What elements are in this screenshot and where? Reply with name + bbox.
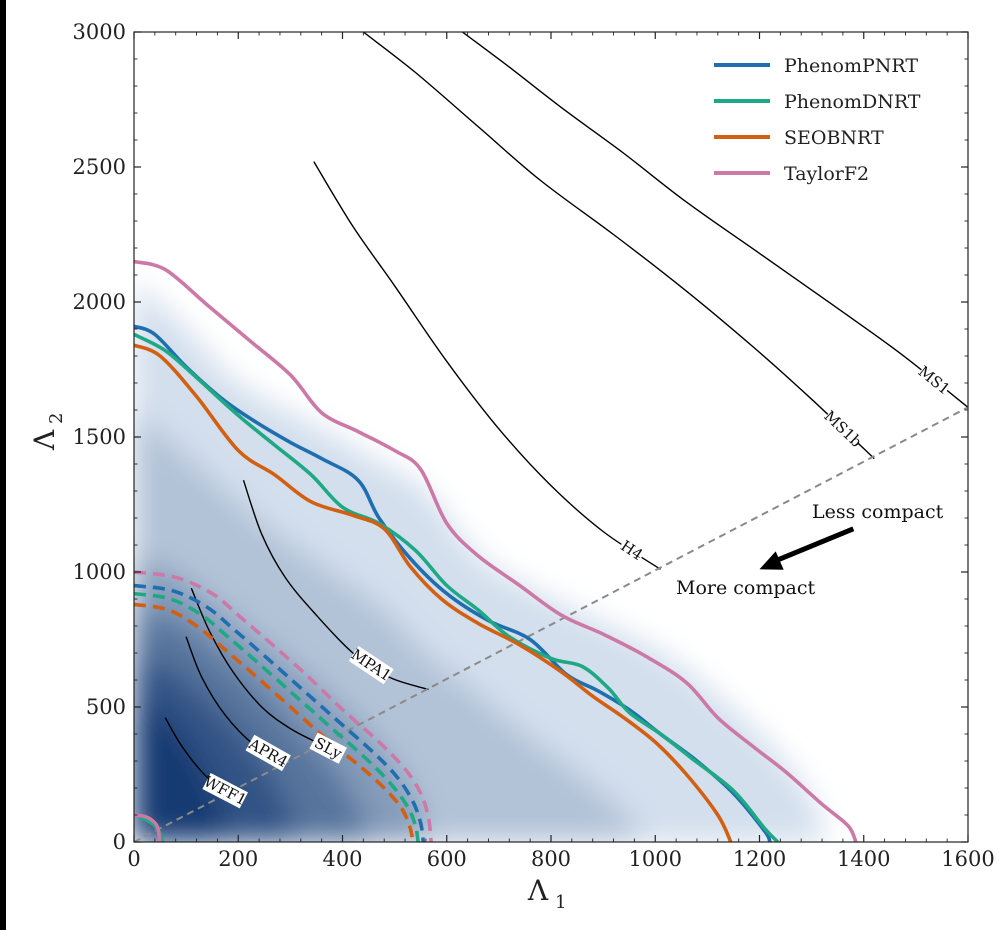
x-tick-label: 1200: [733, 847, 786, 871]
eos-curves: [164, 32, 968, 795]
y-tick-label: 3000: [73, 20, 126, 44]
compactness-arrow-head: [759, 551, 784, 570]
legend-label: SEOBNRT: [784, 127, 884, 149]
x-tick-label: 1000: [629, 847, 682, 871]
posterior-density: [134, 280, 828, 842]
eos-label-bg: [348, 645, 394, 685]
eos-label-text-ms1b: MS1b: [820, 407, 865, 451]
y-axis-label-sub: 2: [46, 413, 67, 424]
compactness-annotation: Less compact More compact: [676, 501, 944, 599]
legend-item-seobnrt: SEOBNRT: [714, 127, 884, 149]
legend: PhenomPNRT PhenomDNRT SEOBNRT TaylorF2: [714, 55, 921, 185]
eos-label-bg: [245, 734, 291, 772]
y-tick-label: 2000: [73, 290, 126, 314]
legend-item-phenomdnrt: PhenomDNRT: [714, 91, 921, 113]
x-tick-label: 1400: [837, 847, 890, 871]
eos-curve-ms1b: [362, 32, 875, 460]
eos-label-bg: [202, 773, 248, 809]
eos-label-bg: [309, 732, 347, 764]
inner-contour-phenompnrt: [134, 583, 426, 842]
contour-seobnrt: [134, 343, 733, 842]
contour-phenomdnrt: [134, 332, 780, 842]
x-tick-label: 600: [427, 847, 467, 871]
y-axis-label: Λ 2: [28, 413, 67, 452]
x-tick-label: 400: [322, 847, 362, 871]
x-tick-label: 200: [218, 847, 258, 871]
y-tick-label: 0: [113, 830, 126, 854]
eos-label-bg: [616, 536, 647, 565]
chart-canvas: MS1 MS1b H4 MPA1 SLy APR4 WFF1 0 200 400 600 800 10…: [6, 0, 999, 930]
compactness-arrow-shaft: [768, 526, 855, 566]
eos-label-bg: [821, 407, 865, 450]
x-tick-label: 0: [127, 847, 140, 871]
inner-contour-taylorf2: [134, 813, 162, 842]
more-compact-label: More compact: [676, 577, 815, 599]
x-axis-label-sub: 1: [555, 892, 566, 913]
legend-label: TaylorF2: [784, 163, 869, 185]
y-tick-label: 1000: [73, 560, 126, 584]
x-axis-label-main: Λ: [527, 874, 549, 907]
equal-compactness-diagonal: [134, 406, 968, 842]
eos-label-bg: [915, 362, 953, 398]
inner-contour-seobnrt: [134, 602, 415, 842]
eos-curve-h4: [313, 161, 661, 570]
less-compact-label: Less compact: [812, 501, 944, 523]
eos-label-ms1: MS1: [915, 362, 954, 398]
density-fill: [134, 280, 828, 842]
equal-compactness-line: [134, 406, 968, 842]
y-tick-label: 2500: [73, 155, 126, 179]
eos-label-ms1b: MS1b: [820, 407, 865, 451]
eos-label-text-h4: H4: [617, 537, 646, 564]
y-tick-label: 500: [86, 695, 126, 719]
legend-label: PhenomDNRT: [784, 91, 921, 113]
eos-curve-ms1: [461, 32, 968, 408]
x-tick-label: 800: [531, 847, 571, 871]
y-axis-label-main: Λ: [28, 429, 61, 451]
legend-label: PhenomPNRT: [784, 55, 918, 77]
eos-label-text-ms1: MS1: [915, 362, 954, 398]
x-axis-label: Λ 1: [527, 874, 567, 913]
y-tick-label: 1500: [73, 425, 126, 449]
x-tick-label: 1600: [941, 847, 994, 871]
inner-contour-taylorf2: [134, 570, 433, 842]
inner-contour-phenomdnrt: [134, 591, 420, 842]
contour-taylorf2: [134, 259, 858, 842]
legend-item-taylorf2: TaylorF2: [714, 163, 869, 185]
legend-item-phenompnrt: PhenomPNRT: [714, 55, 918, 77]
eos-curve-mpa1: [242, 479, 429, 691]
eos-label-h4: H4: [616, 536, 647, 565]
axes: 0 200 400 600 800 1000 1200 1400 1600 0 500 1000 150…: [73, 20, 995, 871]
credible-contours: [134, 259, 858, 842]
